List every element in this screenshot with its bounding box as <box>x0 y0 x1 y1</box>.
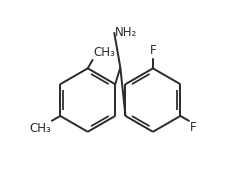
Text: F: F <box>189 121 196 134</box>
Text: NH₂: NH₂ <box>115 26 137 39</box>
Text: CH₃: CH₃ <box>93 46 115 59</box>
Text: CH₃: CH₃ <box>29 122 51 135</box>
Text: F: F <box>149 44 156 57</box>
